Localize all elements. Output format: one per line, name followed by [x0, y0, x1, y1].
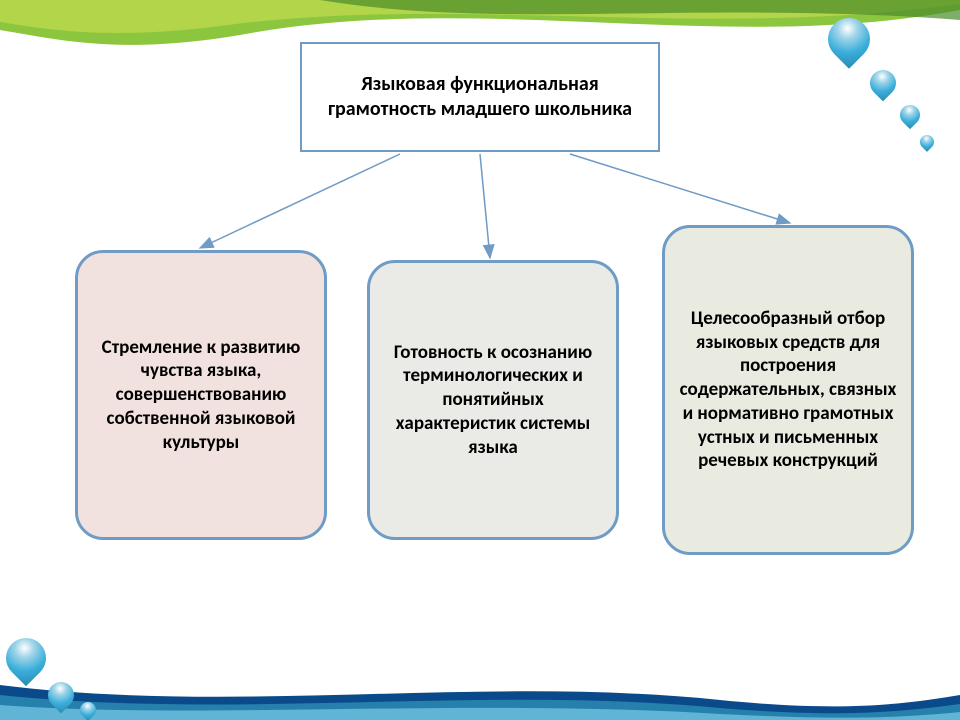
- droplet-decor: [917, 132, 937, 152]
- child-node-3: Целесообразный отбор языковых средств дл…: [662, 225, 914, 555]
- droplet-decor: [896, 101, 924, 129]
- root-node-text: Языковая функциональная грамотность млад…: [310, 72, 650, 122]
- droplet-decor: [865, 65, 902, 102]
- child-node-2: Готовность к осознанию терминологических…: [367, 260, 619, 540]
- bottom-wave-decor: [0, 670, 960, 720]
- child-node-3-text: Целесообразный отбор языковых средств дл…: [679, 307, 897, 473]
- child-node-1-text: Стремление к развитию чувства языка, сов…: [92, 336, 310, 455]
- child-node-1: Стремление к развитию чувства языка, сов…: [75, 250, 327, 540]
- child-node-2-text: Готовность к осознанию терминологических…: [384, 341, 602, 460]
- root-node: Языковая функциональная грамотность млад…: [300, 42, 660, 152]
